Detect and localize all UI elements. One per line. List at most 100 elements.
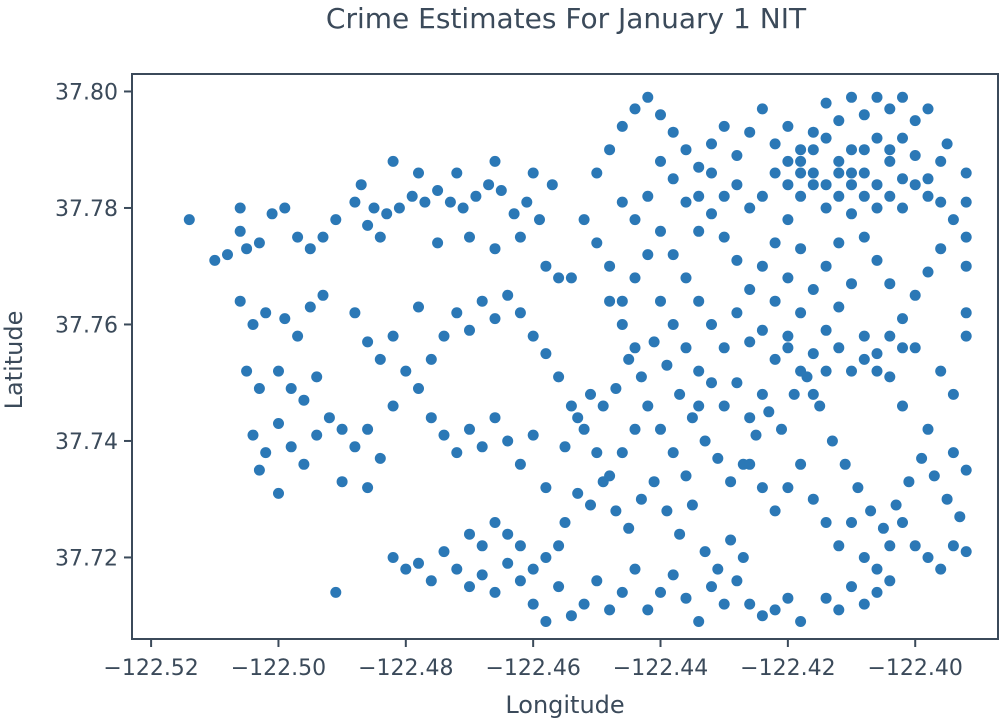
data-point (814, 400, 826, 412)
data-point (833, 342, 845, 354)
data-point (655, 423, 666, 435)
data-point (253, 383, 265, 394)
data-point (807, 126, 819, 138)
data-point (769, 237, 781, 249)
data-point (884, 278, 896, 290)
data-point (540, 616, 552, 627)
data-point (572, 412, 584, 424)
data-point (285, 441, 297, 453)
data-point (514, 458, 526, 470)
data-point (871, 348, 883, 360)
data-point (578, 423, 590, 435)
x-axis-label: Longitude (505, 691, 624, 719)
data-point (744, 284, 756, 295)
data-point (922, 423, 934, 435)
data-point (922, 173, 934, 185)
data-point (935, 365, 947, 377)
data-point (680, 342, 692, 354)
data-point (374, 231, 386, 243)
data-point (661, 359, 673, 371)
data-point (718, 120, 730, 132)
data-point (489, 586, 501, 598)
data-point (941, 493, 953, 505)
data-point (769, 353, 781, 365)
data-point (527, 167, 539, 179)
data-point (629, 103, 641, 115)
data-point (559, 517, 571, 528)
data-point (795, 365, 807, 377)
data-point (858, 144, 870, 156)
data-point (655, 295, 666, 307)
data-point (642, 190, 654, 202)
data-point (667, 249, 679, 261)
data-point (871, 132, 883, 144)
data-point (374, 452, 386, 464)
data-point (947, 540, 959, 552)
data-point (807, 144, 819, 156)
data-point (553, 540, 565, 552)
data-point (489, 517, 501, 528)
data-point (521, 196, 533, 208)
data-point (820, 592, 832, 604)
data-point (604, 260, 616, 272)
data-point (336, 423, 348, 435)
data-point (298, 394, 310, 406)
data-point (457, 202, 469, 214)
data-point (846, 581, 857, 593)
data-point (871, 202, 883, 214)
data-point (661, 505, 673, 517)
data-point (642, 400, 654, 412)
data-point (960, 307, 972, 319)
data-point (680, 144, 692, 156)
data-point (941, 138, 953, 150)
data-point (909, 540, 921, 552)
data-point (833, 167, 845, 179)
data-point (756, 260, 768, 272)
data-point (610, 505, 622, 517)
data-point (884, 575, 896, 587)
data-point (706, 319, 717, 330)
data-point (591, 447, 603, 459)
data-point (756, 190, 768, 202)
data-point (374, 353, 386, 365)
data-point (935, 155, 947, 167)
data-point (565, 610, 577, 622)
data-point (674, 388, 686, 400)
data-point (362, 219, 374, 231)
y-tick-label: 37.72 (55, 546, 118, 571)
data-point (438, 429, 450, 441)
data-point (884, 540, 896, 552)
data-point (750, 429, 762, 441)
data-point (464, 231, 475, 243)
data-point (413, 301, 424, 313)
data-point (610, 383, 622, 394)
data-point (776, 423, 787, 435)
data-point (648, 476, 660, 488)
data-point (833, 155, 845, 167)
data-point (413, 557, 424, 569)
data-point (476, 540, 488, 552)
data-point (540, 482, 552, 494)
data-point (381, 208, 393, 220)
data-point (655, 225, 666, 237)
data-point (273, 487, 284, 499)
data-point (820, 324, 832, 336)
data-point (680, 272, 692, 284)
data-point (514, 540, 526, 552)
data-point (871, 365, 883, 377)
data-point (349, 196, 361, 208)
data-point (947, 388, 959, 400)
data-point (909, 342, 921, 354)
data-point (922, 103, 934, 115)
data-point (897, 132, 908, 144)
data-point (597, 400, 609, 412)
y-axis-label: Latitude (0, 311, 28, 410)
data-point (731, 377, 743, 389)
data-point (502, 289, 514, 301)
y-tick-label: 37.78 (55, 197, 118, 222)
data-point (693, 400, 705, 412)
data-point (782, 179, 794, 191)
data-point (833, 604, 845, 616)
data-point (960, 330, 972, 342)
data-point (241, 365, 253, 377)
